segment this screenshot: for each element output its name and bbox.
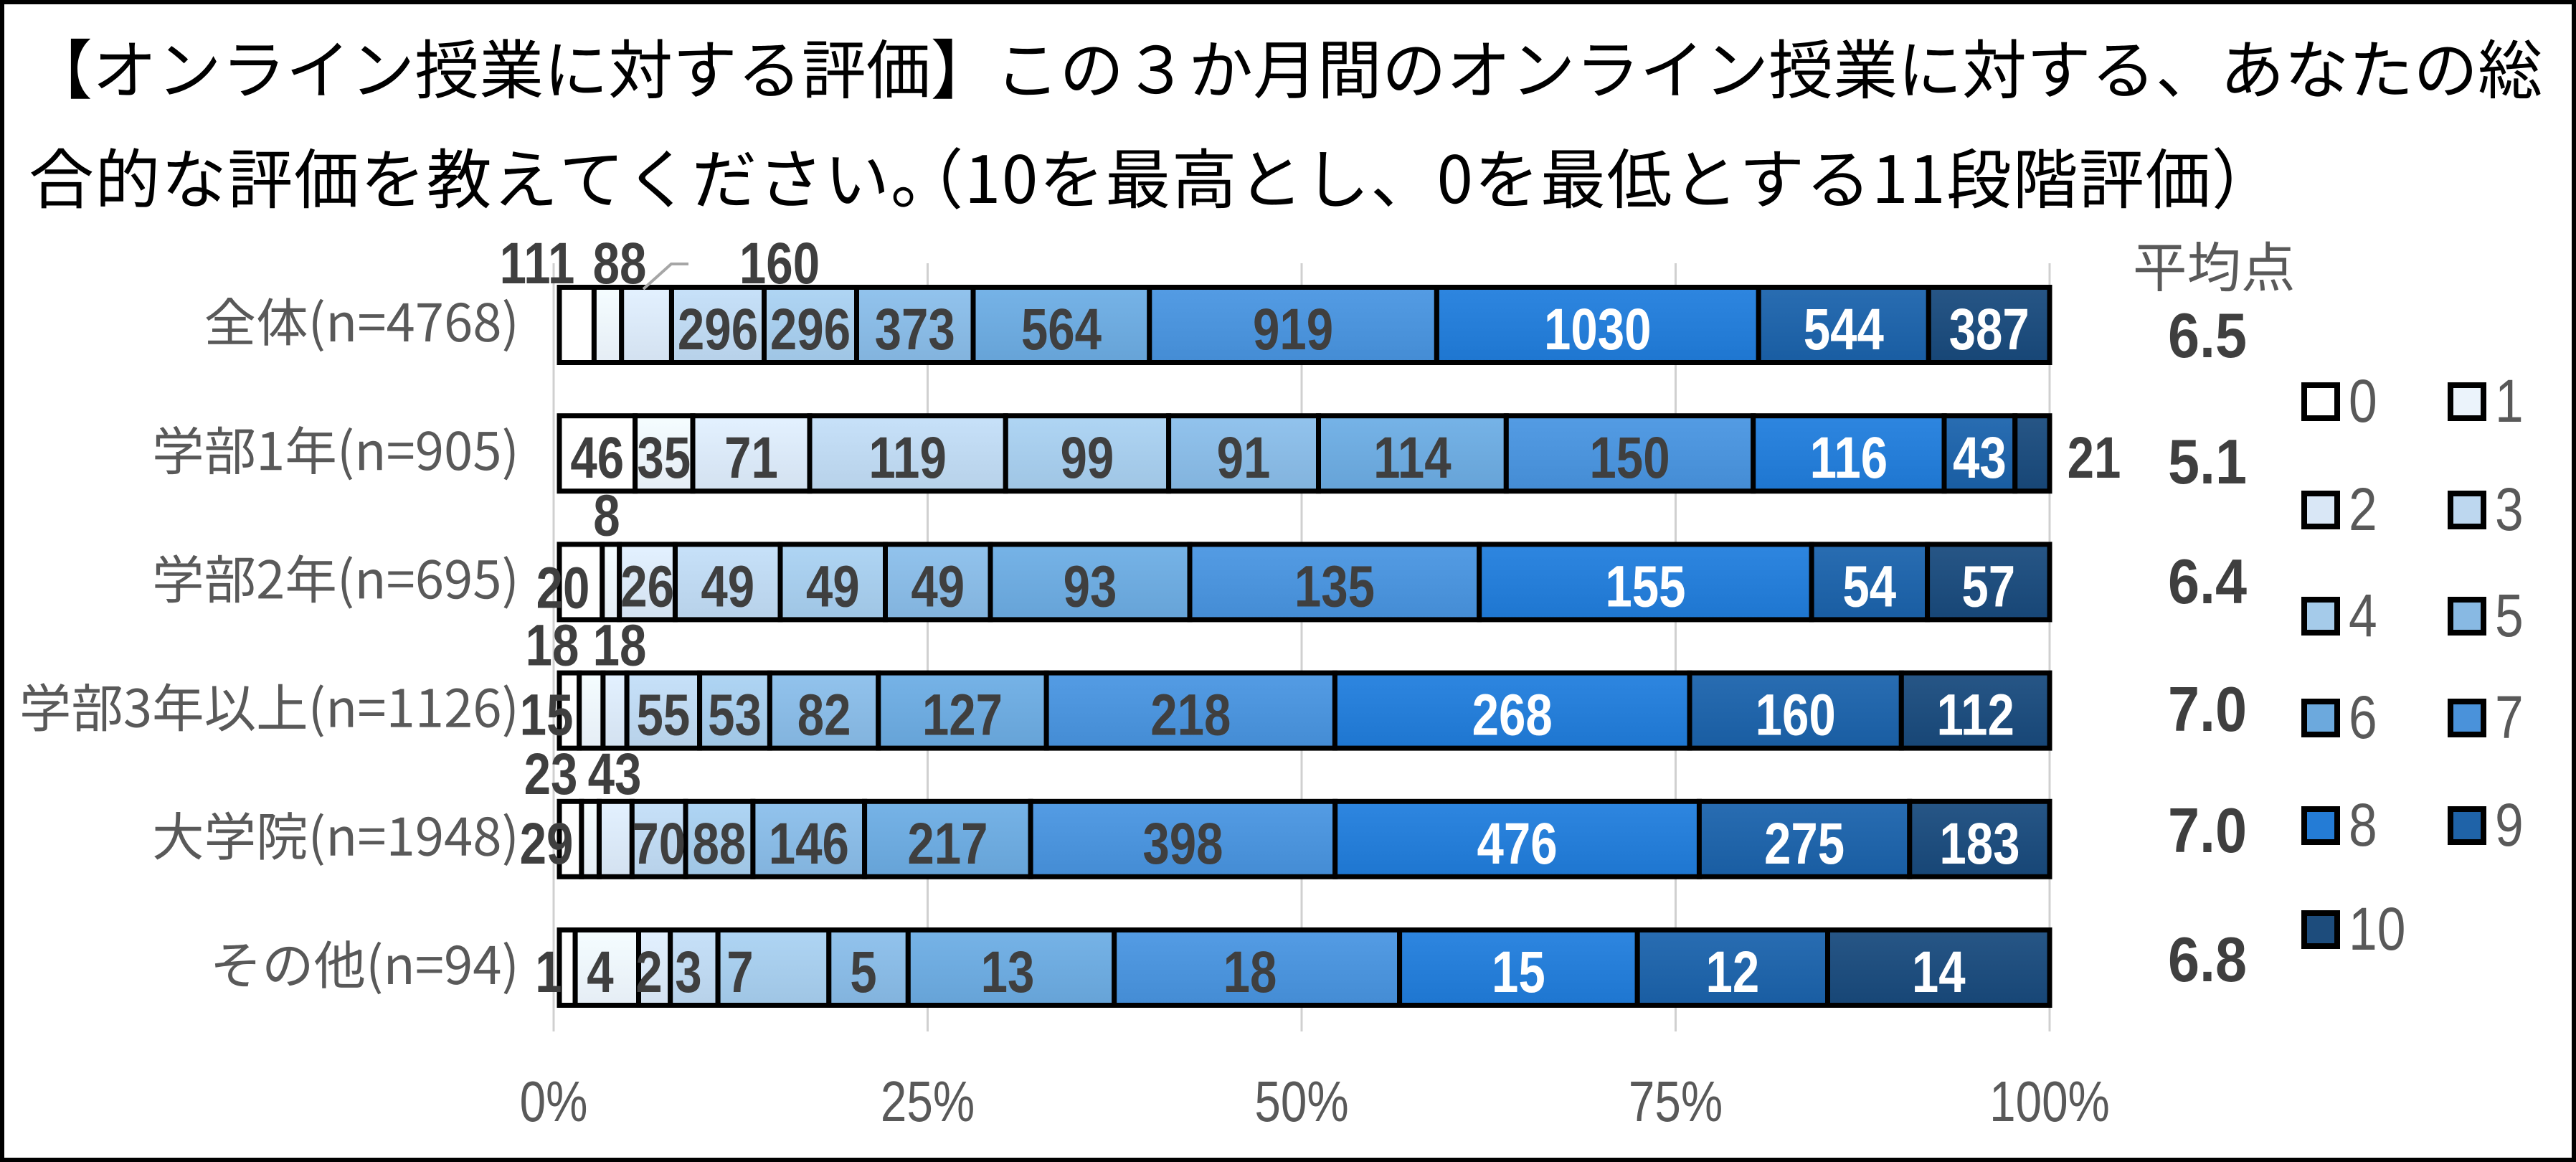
svg-text:0%: 0% xyxy=(520,1069,588,1134)
svg-text:116: 116 xyxy=(1810,425,1888,491)
svg-text:71: 71 xyxy=(724,425,778,491)
svg-text:119: 119 xyxy=(868,425,946,491)
svg-text:135: 135 xyxy=(1294,553,1375,619)
svg-text:146: 146 xyxy=(769,810,849,876)
svg-text:46: 46 xyxy=(570,425,624,491)
svg-text:7: 7 xyxy=(726,939,753,1005)
svg-text:476: 476 xyxy=(1477,810,1558,876)
svg-text:43: 43 xyxy=(588,740,642,806)
svg-text:12: 12 xyxy=(1706,939,1760,1005)
svg-text:43: 43 xyxy=(1953,425,2007,491)
svg-text:20: 20 xyxy=(536,554,590,620)
svg-text:7.0: 7.0 xyxy=(2168,795,2247,866)
svg-text:10: 10 xyxy=(2349,894,2405,963)
svg-text:3: 3 xyxy=(675,939,701,1005)
svg-text:2: 2 xyxy=(635,939,662,1005)
svg-text:275: 275 xyxy=(1764,810,1845,876)
svg-text:99: 99 xyxy=(1061,425,1114,491)
svg-text:6.5: 6.5 xyxy=(2168,300,2247,371)
svg-text:4: 4 xyxy=(2349,581,2377,649)
svg-text:111: 111 xyxy=(500,230,575,296)
svg-text:8: 8 xyxy=(2349,790,2377,859)
svg-text:387: 387 xyxy=(1949,296,2030,362)
svg-text:218: 218 xyxy=(1150,681,1231,747)
svg-text:296: 296 xyxy=(770,296,851,362)
svg-text:114: 114 xyxy=(1373,425,1452,491)
svg-text:6.8: 6.8 xyxy=(2168,924,2247,995)
svg-text:6: 6 xyxy=(2349,683,2377,751)
svg-text:15: 15 xyxy=(1492,939,1545,1005)
svg-text:6.4: 6.4 xyxy=(2168,546,2248,617)
svg-text:88: 88 xyxy=(593,230,647,296)
svg-text:23: 23 xyxy=(524,740,578,806)
svg-text:35: 35 xyxy=(637,425,691,491)
svg-text:9: 9 xyxy=(2495,790,2524,859)
svg-text:49: 49 xyxy=(806,553,860,619)
svg-text:14: 14 xyxy=(1912,939,1966,1005)
svg-text:160: 160 xyxy=(739,230,820,296)
svg-text:55: 55 xyxy=(637,681,691,747)
svg-text:183: 183 xyxy=(1939,810,2019,876)
svg-text:268: 268 xyxy=(1472,681,1553,747)
svg-text:18: 18 xyxy=(526,612,579,678)
svg-text:25%: 25% xyxy=(881,1069,975,1134)
svg-text:217: 217 xyxy=(907,810,988,876)
svg-text:54: 54 xyxy=(1842,553,1896,619)
svg-text:91: 91 xyxy=(1217,425,1271,491)
svg-text:21: 21 xyxy=(2068,425,2121,491)
svg-text:18: 18 xyxy=(593,612,647,678)
svg-text:93: 93 xyxy=(1064,553,1117,619)
svg-text:155: 155 xyxy=(1605,553,1685,619)
svg-text:5: 5 xyxy=(2495,581,2524,649)
svg-text:50%: 50% xyxy=(1254,1069,1348,1134)
svg-text:3: 3 xyxy=(2495,475,2524,543)
svg-text:2: 2 xyxy=(2349,475,2377,543)
svg-text:26: 26 xyxy=(620,553,674,619)
svg-text:5.1: 5.1 xyxy=(2168,426,2247,497)
svg-text:4: 4 xyxy=(587,939,614,1005)
svg-text:70: 70 xyxy=(632,810,686,876)
svg-text:296: 296 xyxy=(678,296,758,362)
svg-text:0: 0 xyxy=(2349,367,2377,435)
svg-text:1: 1 xyxy=(2495,367,2524,435)
svg-text:57: 57 xyxy=(1961,553,2015,619)
svg-text:564: 564 xyxy=(1021,296,1102,362)
svg-text:8: 8 xyxy=(593,482,620,548)
svg-text:53: 53 xyxy=(708,681,762,747)
svg-text:1030: 1030 xyxy=(1544,296,1652,362)
svg-text:82: 82 xyxy=(797,681,851,747)
svg-text:18: 18 xyxy=(1223,939,1277,1005)
svg-text:1: 1 xyxy=(535,939,562,1005)
svg-text:5: 5 xyxy=(850,939,876,1005)
svg-text:544: 544 xyxy=(1804,296,1884,362)
svg-text:7: 7 xyxy=(2495,683,2524,751)
svg-text:373: 373 xyxy=(875,296,955,362)
svg-text:49: 49 xyxy=(701,553,754,619)
svg-text:112: 112 xyxy=(1936,681,2014,747)
svg-text:127: 127 xyxy=(922,681,1003,747)
svg-text:398: 398 xyxy=(1142,810,1223,876)
svg-text:88: 88 xyxy=(693,810,747,876)
svg-text:919: 919 xyxy=(1253,296,1333,362)
svg-text:75%: 75% xyxy=(1629,1069,1723,1134)
svg-text:29: 29 xyxy=(520,810,574,876)
svg-text:160: 160 xyxy=(1756,681,1836,747)
svg-text:15: 15 xyxy=(520,681,574,747)
svg-text:49: 49 xyxy=(911,553,965,619)
svg-text:100%: 100% xyxy=(1989,1069,2110,1134)
svg-text:7.0: 7.0 xyxy=(2168,674,2247,745)
svg-text:13: 13 xyxy=(981,939,1035,1005)
svg-text:150: 150 xyxy=(1589,425,1670,491)
